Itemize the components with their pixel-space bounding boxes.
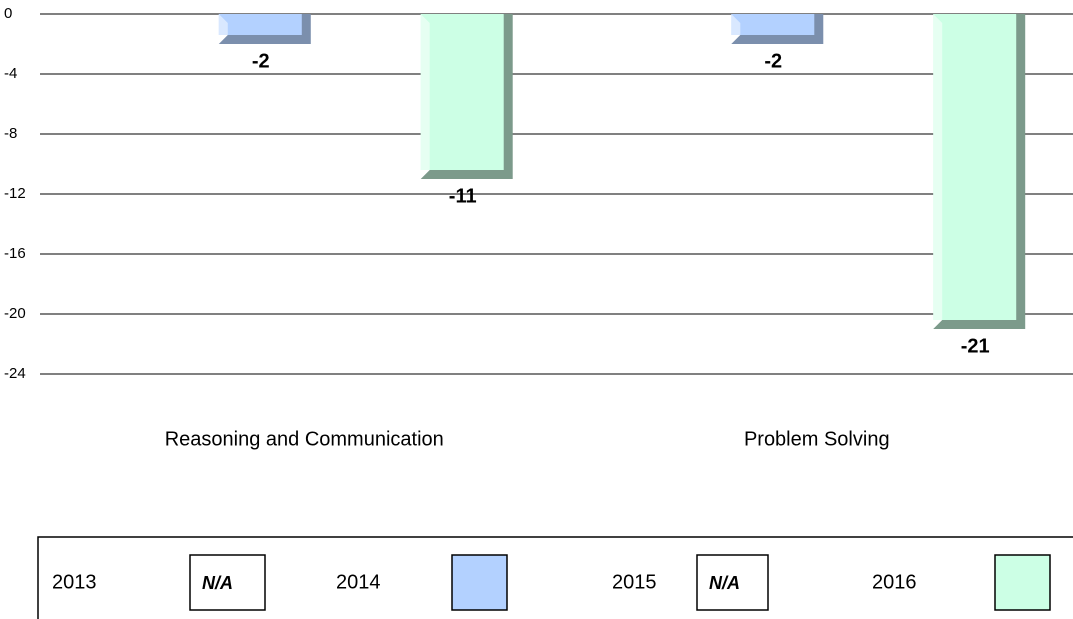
bar-bevel: [933, 14, 943, 320]
legend-swatch: [189, 554, 266, 611]
legend-note: N/A: [202, 573, 233, 593]
bar-bevel: [218, 14, 228, 35]
legend-border: [37, 536, 1073, 619]
bar: [218, 14, 302, 35]
bar: [420, 14, 504, 170]
y-tick-label: -8: [4, 125, 17, 142]
bar-bevel: [731, 14, 741, 35]
value-label: -11: [449, 185, 477, 207]
x-tick-label: Reasoning and Communication: [165, 428, 444, 450]
y-tick-label: -16: [4, 245, 26, 262]
legend-swatch: [994, 554, 1051, 611]
value-label: -21: [961, 335, 990, 357]
y-tick-label: 0: [4, 5, 12, 22]
value-label: -2: [764, 50, 782, 72]
bar: [731, 14, 815, 35]
legend-label: 2015: [612, 571, 657, 593]
bar-bevel: [420, 14, 430, 170]
y-tick-label: -20: [4, 305, 26, 322]
y-tick-label: -24: [4, 365, 26, 382]
legend-swatch: [451, 554, 508, 611]
bar: [933, 14, 1017, 320]
legend-label: 2013: [52, 571, 97, 593]
legend-label: 2016: [872, 571, 917, 593]
value-label: -2: [252, 50, 270, 72]
legend-swatch: [696, 554, 769, 611]
legend-label: 2014: [336, 571, 381, 593]
x-tick-label: Problem Solving: [744, 428, 890, 450]
legend-note: N/A: [709, 573, 740, 593]
y-tick-label: -12: [4, 185, 26, 202]
y-tick-label: -4: [4, 65, 17, 82]
